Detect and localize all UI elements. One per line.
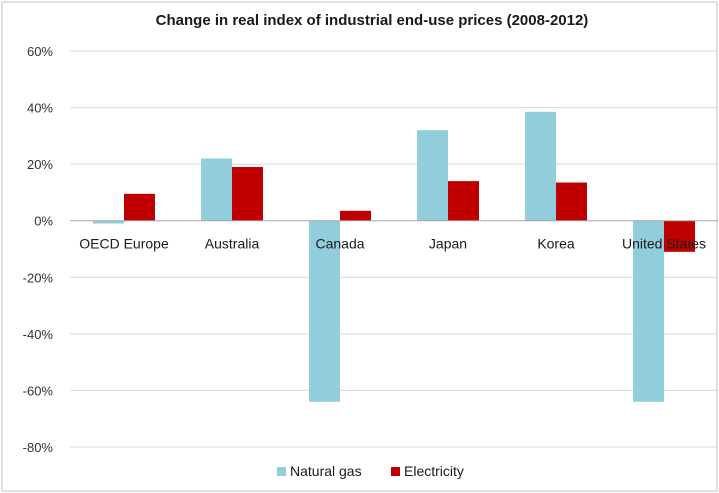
y-tick-label: -60%: [23, 383, 54, 398]
y-tick-label: 20%: [27, 157, 53, 172]
legend: Natural gas Electricity: [277, 463, 464, 479]
bar-natural-gas: [93, 220, 124, 224]
legend-swatch: [391, 467, 400, 476]
category-label: OECD Europe: [79, 236, 169, 252]
y-tick-label: 60%: [27, 44, 53, 59]
legend-swatch: [277, 467, 286, 476]
bar-electricity: [340, 210, 371, 221]
bar-natural-gas: [525, 111, 556, 221]
bars: [93, 111, 695, 402]
bar-electricity: [556, 182, 587, 221]
y-axis-ticks: 60% 40% 20% 0% -20% -40% -60% -80%: [23, 44, 54, 455]
bar-natural-gas: [309, 220, 340, 402]
bar-natural-gas: [633, 220, 664, 402]
category-label: Japan: [429, 236, 467, 252]
category-label: Korea: [537, 236, 575, 252]
category-label: Canada: [315, 236, 364, 252]
y-tick-label: -40%: [23, 327, 54, 342]
y-tick-label: -80%: [23, 440, 54, 455]
category-labels: OECD Europe Australia Canada Japan Korea Unit…: [79, 236, 706, 252]
legend-label: Natural gas: [290, 463, 362, 479]
legend-label: Electricity: [404, 463, 464, 479]
y-tick-label: -20%: [23, 270, 54, 285]
bar-natural-gas: [201, 158, 232, 221]
gridlines: [70, 50, 718, 448]
y-tick-label: 40%: [27, 101, 53, 116]
y-tick-label: 0%: [34, 214, 53, 229]
category-label: Australia: [205, 236, 260, 252]
bar-natural-gas: [417, 130, 448, 221]
bar-electricity: [448, 181, 479, 221]
bar-electricity: [124, 193, 155, 221]
category-label: United States: [622, 236, 706, 252]
bar-electricity: [232, 166, 263, 221]
bar-electricity: [664, 220, 695, 252]
chart-title: Change in real index of industrial end-u…: [156, 12, 589, 29]
